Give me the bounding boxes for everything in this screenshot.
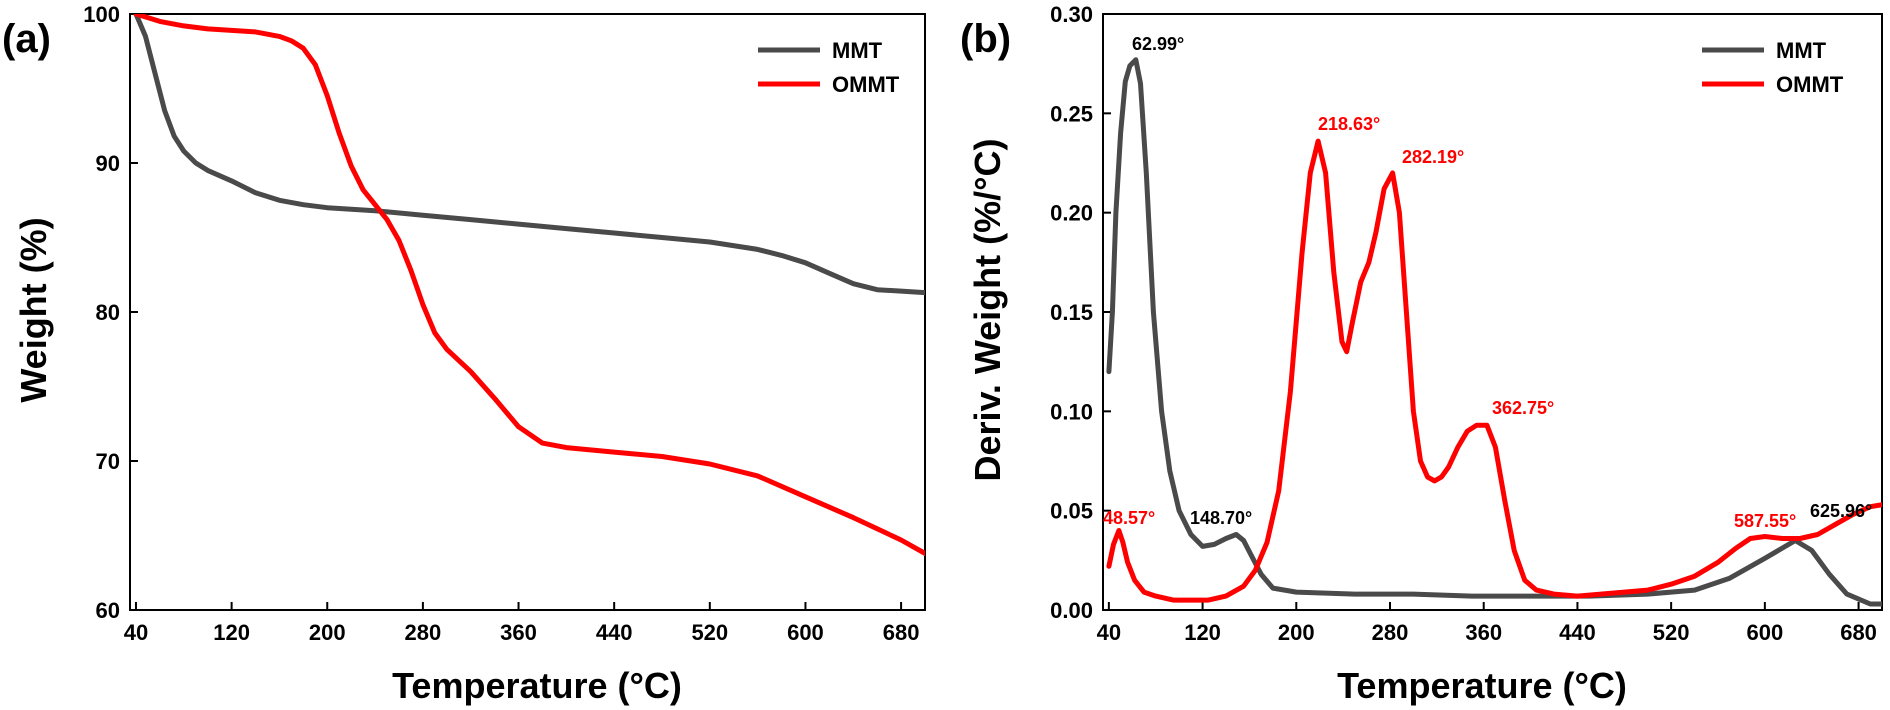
panel-b-y-axis-title: Deriv. Weight (%/°C): [967, 138, 1008, 481]
panel-a-x-tick-label: 360: [500, 620, 537, 645]
panel-b-legend-label-mmt: MMT: [1776, 38, 1827, 63]
panel-b-y-tick-label: 0.25: [1050, 101, 1093, 126]
panel-b-series-ommt: [1106, 138, 1882, 603]
panel-b-x-tick-label: 360: [1465, 620, 1502, 645]
panel-a-legend-label-ommt: OMMT: [832, 72, 900, 97]
panel-b-x-tick-label: 280: [1372, 620, 1409, 645]
panel-b-peak-annotation: 587.55°: [1734, 511, 1796, 531]
panel-b-peak-annotation: 62.99°: [1132, 34, 1184, 54]
panel-a-series-ommt: [133, 14, 925, 556]
panel-a-y-axis-title: Weight (%): [13, 217, 54, 402]
panel-a-y-tick-label: 70: [96, 449, 120, 474]
panel-a-y-tick-label: 60: [96, 598, 120, 623]
panel-a-x-tick-label: 200: [309, 620, 346, 645]
panel-a-x-axis-title: Temperature (°C): [392, 665, 682, 706]
panel-b-y-tick-label: 0.20: [1050, 201, 1093, 226]
panel-a-plot-frame: [129, 13, 926, 611]
panel-a-x-tick-label: 440: [596, 620, 633, 645]
panel-b-x-tick-label: 440: [1559, 620, 1596, 645]
panel-a-y-tick-label: 100: [83, 2, 120, 27]
panel-b-x-tick-label: 600: [1746, 620, 1783, 645]
panel-a-x-tick-label: 600: [787, 620, 824, 645]
panel-b-peak-annotation: 148.70°: [1190, 508, 1252, 528]
panel-b-y-tick-label: 0.05: [1050, 499, 1093, 524]
panel-b-letter: (b): [960, 17, 1011, 61]
panel-b-peak-annotation: 362.75°: [1492, 398, 1554, 418]
panel-a-x-tick-label: 120: [213, 620, 250, 645]
panel-b-x-tick-label: 120: [1184, 620, 1221, 645]
panel-a-y-tick-label: 80: [96, 300, 120, 325]
panel-b-x-tick-label: 200: [1278, 620, 1315, 645]
panel-a-x-tick-label: 40: [124, 620, 148, 645]
panel-a-letter: (a): [2, 17, 51, 61]
panel-a-x-tick-label: 680: [883, 620, 920, 645]
panel-b-peak-annotation: 625.96°: [1810, 501, 1872, 521]
panel-b-y-tick-label: 0.30: [1050, 2, 1093, 27]
panel-b-peak-annotation: 282.19°: [1402, 147, 1464, 167]
panel-b-x-axis-title: Temperature (°C): [1337, 665, 1627, 706]
panel-a-x-tick-label: 280: [405, 620, 442, 645]
panel-b-x-tick-label: 40: [1097, 620, 1121, 645]
panel-b-peak-annotation: 218.63°: [1318, 114, 1380, 134]
panel-b-x-tick-label: 520: [1653, 620, 1690, 645]
panel-a-series-mmt: [133, 14, 925, 296]
panel-b-y-tick-label: 0.15: [1050, 300, 1093, 325]
deriv-weight-chart-panel: 40 120 200 280 360 440 520 600 680 0.00 0.05 0.10 0.…: [1050, 2, 1883, 645]
panel-b-y-tick-label: 0.00: [1050, 598, 1093, 623]
panel-b-peak-annotation: 48.57°: [1103, 508, 1155, 528]
panel-b-y-tick-label: 0.10: [1050, 399, 1093, 424]
panel-a-y-tick-label: 90: [96, 151, 120, 176]
panel-b-legend-label-ommt: OMMT: [1776, 72, 1844, 97]
panel-b-x-tick-label: 680: [1840, 620, 1877, 645]
panel-a-x-tick-label: 520: [691, 620, 728, 645]
weight-chart-panel: 40 120 200 280 360 440 520 600 680 60 70 80 90 100 MMT…: [83, 2, 926, 645]
panel-b-series-mmt: [1106, 57, 1882, 607]
panel-a-legend-label-mmt: MMT: [832, 38, 883, 63]
